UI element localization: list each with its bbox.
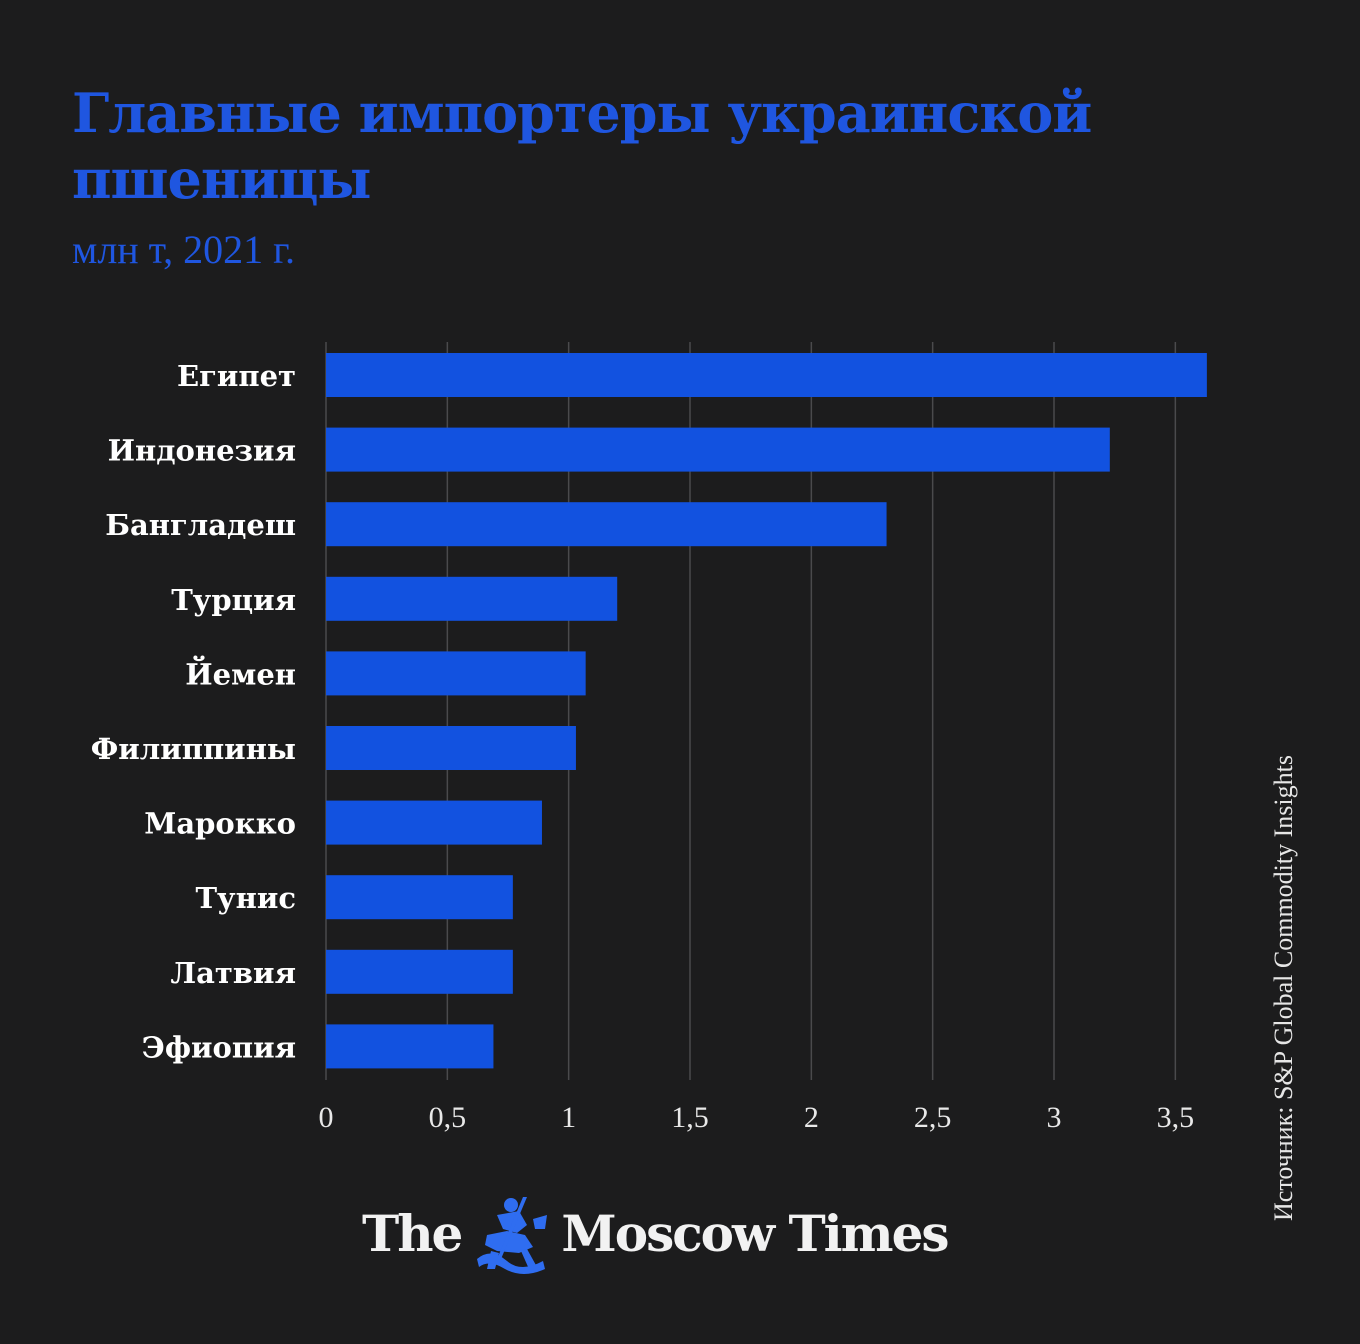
category-label: Египет bbox=[177, 359, 296, 393]
category-label: Турция bbox=[171, 583, 296, 617]
the-moscow-times-logo: The Moscow Times bbox=[362, 1188, 950, 1278]
bar bbox=[326, 726, 576, 770]
bar bbox=[326, 800, 542, 845]
category-label: Филиппины bbox=[91, 732, 296, 766]
bar bbox=[326, 502, 887, 547]
x-tick-label: 3,5 bbox=[1157, 1101, 1195, 1134]
bar bbox=[326, 576, 618, 621]
category-label: Эфиопия bbox=[142, 1030, 296, 1064]
bar bbox=[326, 875, 513, 920]
x-tick-label: 1,5 bbox=[671, 1101, 709, 1134]
x-tick-label: 0 bbox=[319, 1101, 334, 1134]
category-label: Бангладеш bbox=[105, 508, 296, 542]
logo-text-moscow-times: Moscow Times bbox=[561, 1203, 949, 1263]
category-label: Йемен bbox=[185, 654, 296, 691]
logo-text-the: The bbox=[362, 1203, 463, 1263]
x-tick-label: 2 bbox=[804, 1101, 819, 1134]
bar bbox=[326, 1024, 494, 1069]
category-label: Тунис bbox=[195, 881, 296, 915]
st-george-emblem-icon bbox=[477, 1197, 548, 1274]
chart-title: Главные импортеры украинской пшеницы bbox=[72, 81, 1092, 211]
category-label: Марокко bbox=[144, 807, 296, 841]
category-label: Индонезия bbox=[108, 434, 296, 468]
x-tick-label: 2,5 bbox=[914, 1101, 952, 1134]
bar bbox=[326, 949, 513, 994]
x-tick-label: 3 bbox=[1047, 1101, 1062, 1134]
bar bbox=[326, 353, 1207, 397]
x-tick-label: 0,5 bbox=[429, 1101, 467, 1134]
source-note: Источник: S&P Global Commodity Insights bbox=[1269, 755, 1298, 1221]
bar bbox=[326, 427, 1110, 472]
category-label: Латвия bbox=[171, 956, 297, 990]
bar bbox=[326, 651, 586, 696]
x-tick-label: 1 bbox=[561, 1101, 576, 1134]
chart-subtitle: млн т, 2021 г. bbox=[72, 227, 296, 272]
